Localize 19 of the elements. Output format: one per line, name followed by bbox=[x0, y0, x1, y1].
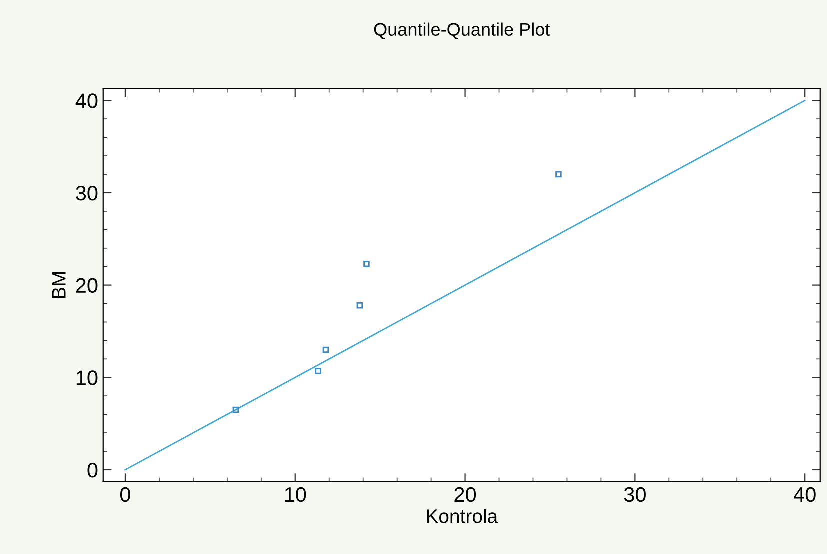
x-tick-label: 20 bbox=[454, 487, 476, 502]
x-tick-label: 0 bbox=[120, 487, 130, 502]
x-axis-title: Kontrola bbox=[427, 509, 498, 524]
x-tick-label: 10 bbox=[285, 487, 306, 502]
x-tick-label: 30 bbox=[624, 487, 646, 502]
point bbox=[556, 171, 562, 178]
point bbox=[364, 260, 370, 268]
y-tick-label: 40 bbox=[76, 94, 98, 108]
point bbox=[322, 346, 330, 354]
y-tick-label: 10 bbox=[76, 370, 98, 386]
y-tick-label: 30 bbox=[76, 186, 98, 201]
y-tick-label: 20 bbox=[76, 278, 98, 294]
point bbox=[232, 406, 240, 414]
x-tick-label: 40 bbox=[794, 487, 816, 502]
y-axis-title: BM bbox=[52, 272, 66, 298]
point bbox=[315, 368, 322, 374]
chart-title: Quantile-Quantile Plot bbox=[374, 22, 550, 40]
point bbox=[356, 302, 364, 309]
y-tick-label: 0 bbox=[88, 462, 98, 478]
